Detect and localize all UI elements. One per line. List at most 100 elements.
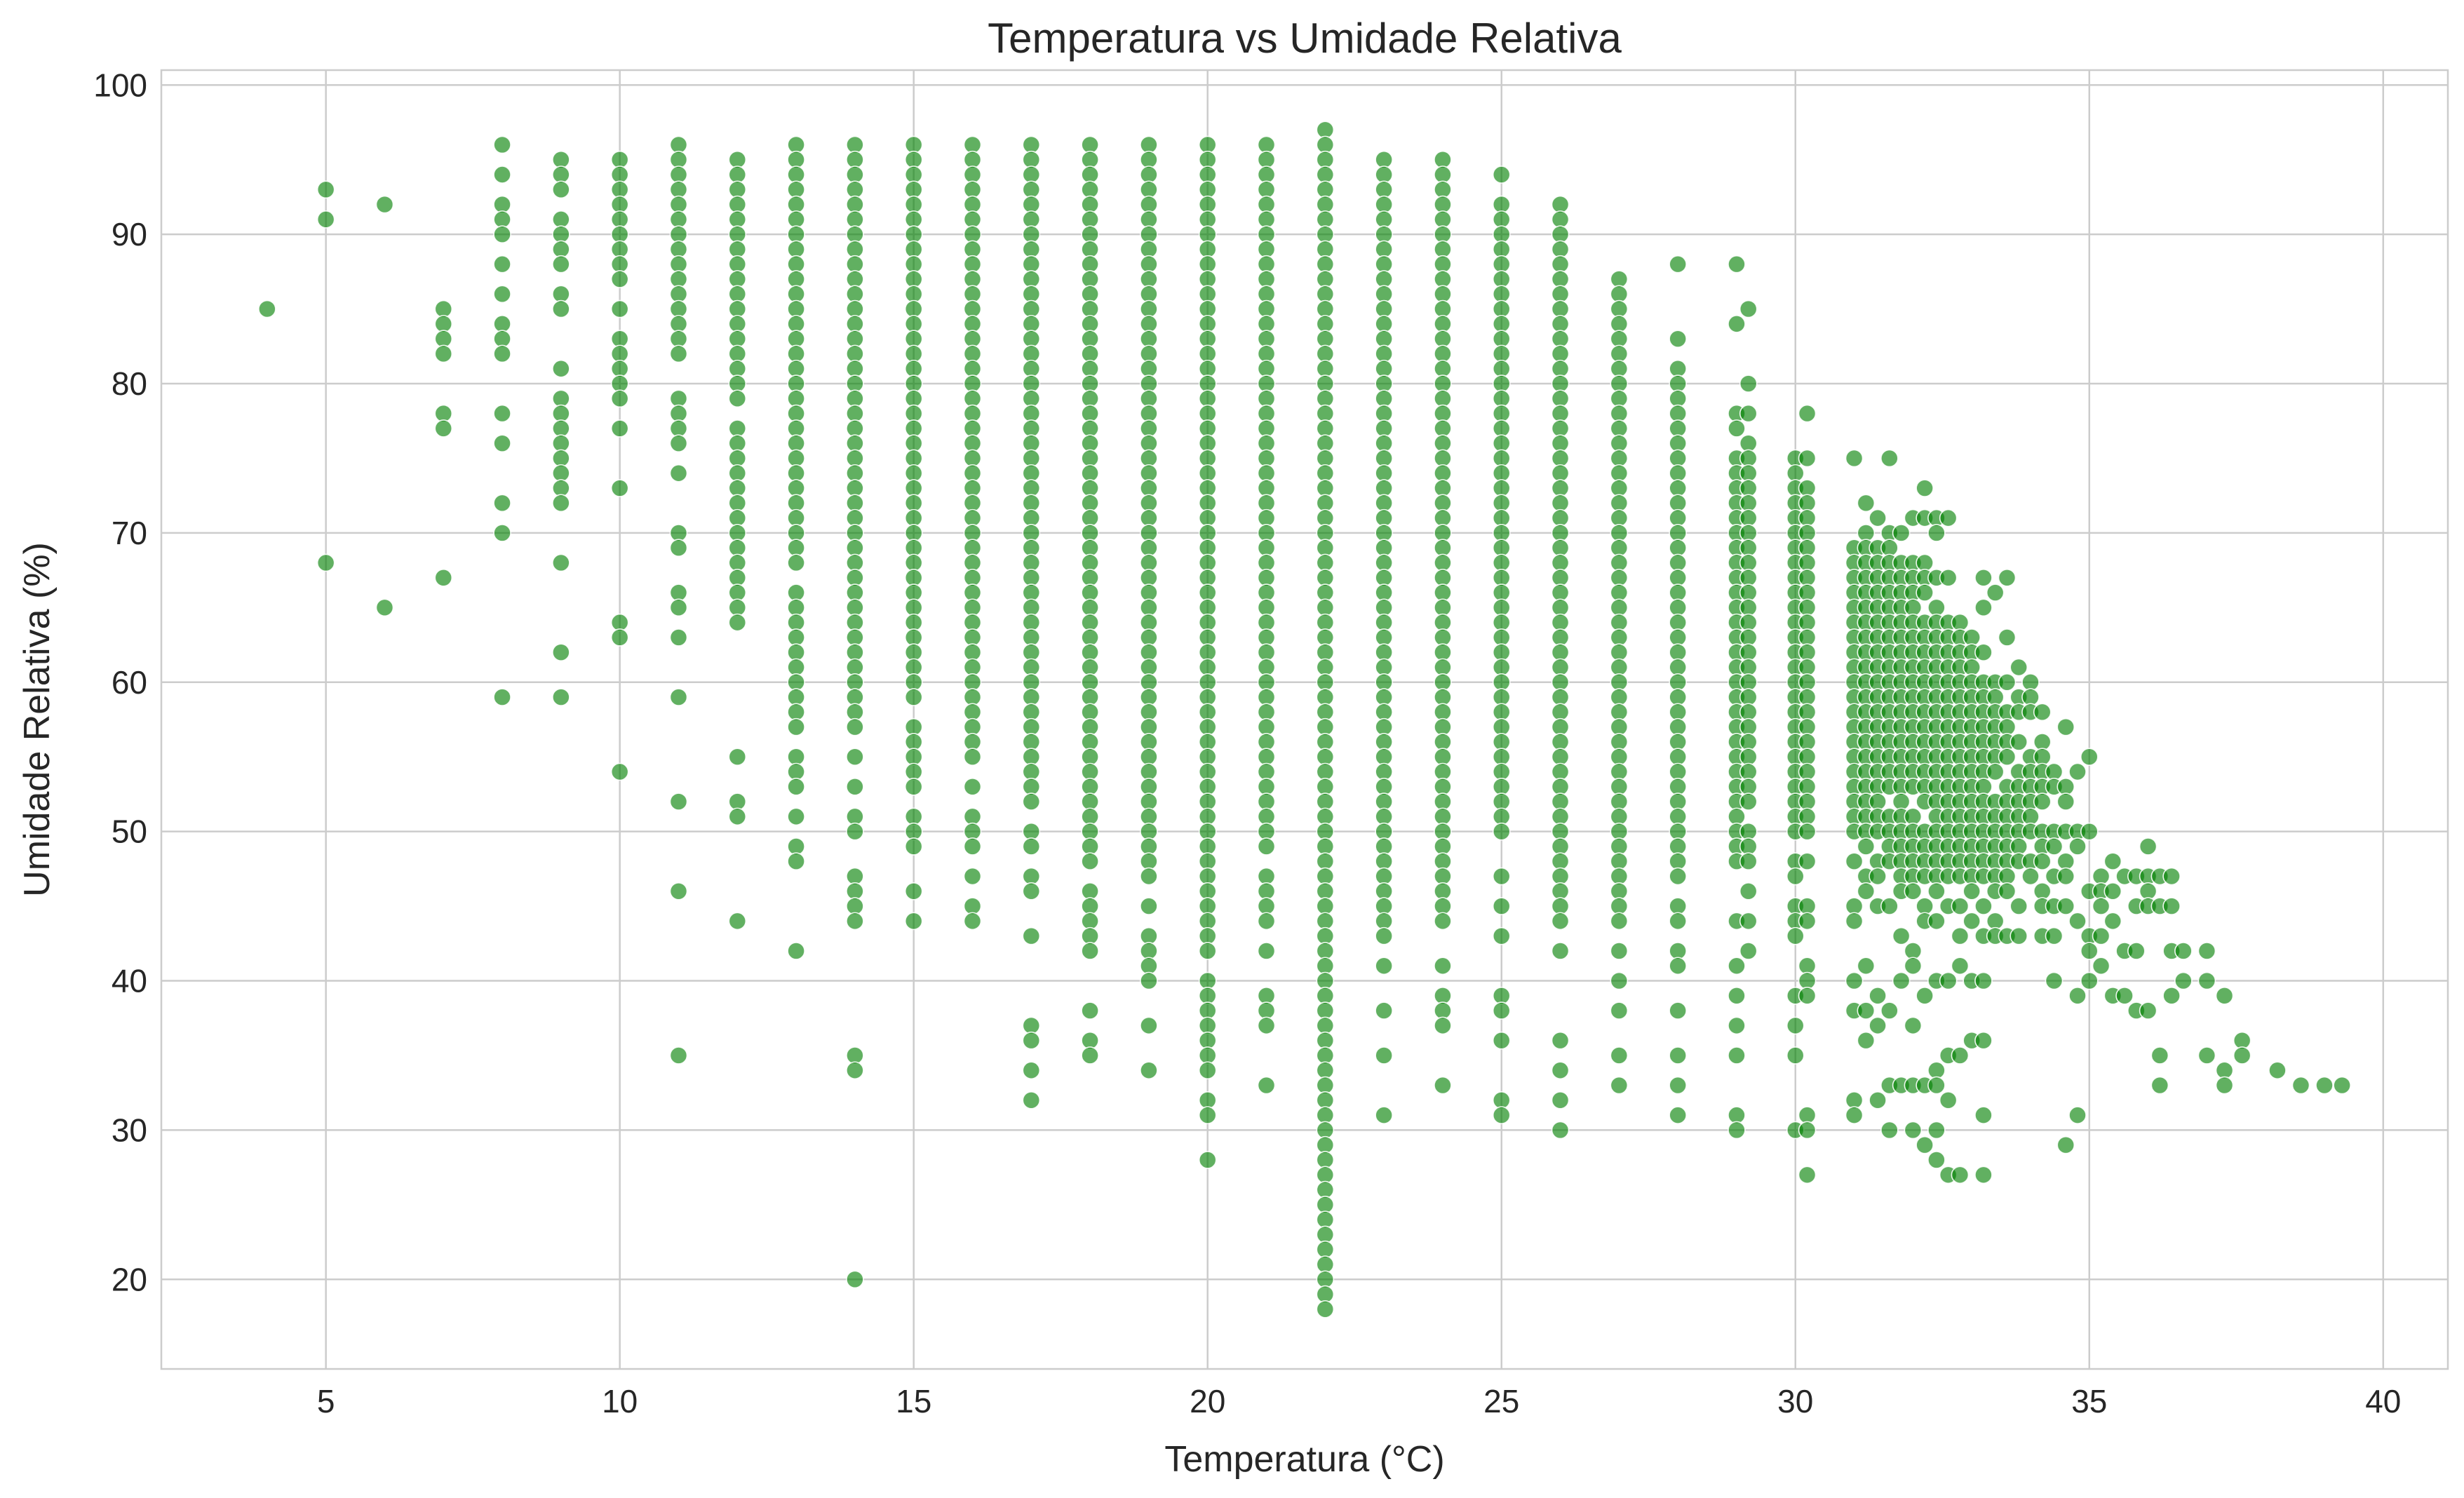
scatter-point	[904, 330, 923, 348]
scatter-point	[1939, 1091, 1958, 1109]
scatter-point	[1669, 524, 1687, 542]
scatter-point	[1140, 733, 1158, 751]
scatter-point	[1022, 315, 1041, 333]
scatter-point	[1434, 568, 1452, 587]
scatter-point	[1739, 553, 1758, 572]
scatter-point	[1669, 643, 1687, 662]
scatter-point	[1916, 479, 1934, 497]
scatter-point	[610, 344, 629, 363]
scatter-point	[1963, 658, 1981, 677]
scatter-point	[610, 240, 629, 259]
scatter-point	[1786, 464, 1805, 483]
scatter-point	[1798, 1166, 1817, 1185]
scatter-point	[1610, 479, 1629, 497]
scatter-point	[669, 225, 688, 243]
scatter-point	[1434, 419, 1452, 438]
scatter-point	[1551, 330, 1570, 348]
scatter-point	[1492, 344, 1511, 363]
scatter-point	[1257, 344, 1276, 363]
scatter-point	[1375, 643, 1393, 662]
scatter-point	[669, 150, 688, 169]
scatter-point	[1610, 822, 1629, 841]
scatter-point	[1869, 508, 1887, 527]
scatter-point	[1492, 479, 1511, 497]
scatter-point	[846, 822, 864, 841]
scatter-point	[2033, 882, 2052, 900]
scatter-point	[1316, 524, 1335, 542]
scatter-point	[1375, 703, 1393, 722]
scatter-point	[1375, 957, 1393, 976]
scatter-point	[1081, 613, 1099, 632]
scatter-point	[1316, 688, 1335, 706]
scatter-point	[1798, 733, 1817, 751]
scatter-point	[1316, 568, 1335, 587]
scatter-point	[846, 1270, 864, 1289]
scatter-point	[904, 419, 923, 438]
scatter-point	[963, 748, 982, 767]
scatter-point	[1375, 180, 1393, 199]
scatter-point	[2080, 942, 2099, 960]
scatter-point	[1492, 1001, 1511, 1020]
scatter-point	[1140, 807, 1158, 826]
scatter-point	[1610, 359, 1629, 378]
scatter-point	[1198, 539, 1217, 557]
scatter-point	[1140, 494, 1158, 513]
scatter-point	[610, 225, 629, 243]
scatter-point	[1140, 628, 1158, 647]
scatter-point	[1140, 792, 1158, 811]
scatter-point	[846, 748, 864, 767]
scatter-point	[1316, 837, 1335, 856]
scatter-point	[1551, 807, 1570, 826]
scatter-point	[728, 344, 747, 363]
scatter-point	[2174, 942, 2193, 960]
scatter-point	[1857, 1001, 1876, 1020]
scatter-point	[316, 210, 335, 229]
scatter-point	[1610, 434, 1629, 452]
scatter-point	[1669, 822, 1687, 841]
scatter-point	[1022, 658, 1041, 677]
scatter-point	[1492, 926, 1511, 945]
scatter-point	[1081, 285, 1099, 304]
scatter-point	[1551, 598, 1570, 617]
scatter-point	[2115, 987, 2134, 1005]
scatter-point	[1551, 658, 1570, 677]
scatter-point	[1492, 270, 1511, 288]
scatter-point	[787, 240, 805, 259]
scatter-point	[1198, 166, 1217, 184]
scatter-point	[1492, 613, 1511, 632]
scatter-point	[728, 613, 747, 632]
scatter-point	[904, 135, 923, 154]
scatter-point	[493, 255, 511, 274]
scatter-point	[1998, 717, 2017, 736]
scatter-point	[1610, 315, 1629, 333]
scatter-point	[787, 449, 805, 468]
scatter-point	[1198, 389, 1217, 408]
scatter-point	[1974, 777, 1993, 796]
scatter-point	[1916, 897, 1934, 915]
scatter-point	[1375, 315, 1393, 333]
scatter-point	[728, 792, 747, 811]
scatter-point	[1669, 792, 1687, 811]
scatter-point	[904, 777, 923, 796]
scatter-point	[1257, 539, 1276, 557]
scatter-point	[846, 613, 864, 632]
scatter-point	[904, 255, 923, 274]
scatter-point	[2139, 837, 2157, 856]
scatter-point	[963, 568, 982, 587]
scatter-point	[846, 539, 864, 557]
scatter-point	[1610, 419, 1629, 438]
x-tick-label: 10	[602, 1383, 638, 1419]
scatter-point	[1081, 912, 1099, 931]
scatter-point	[904, 568, 923, 587]
scatter-point	[1551, 762, 1570, 781]
scatter-point	[1257, 315, 1276, 333]
scatter-point	[1551, 255, 1570, 274]
scatter-point	[1140, 748, 1158, 767]
scatter-point	[552, 404, 570, 423]
scatter-point	[1739, 374, 1758, 393]
scatter-point	[846, 359, 864, 378]
scatter-point	[904, 270, 923, 288]
scatter-point	[1140, 822, 1158, 841]
scatter-point	[1728, 1121, 1746, 1140]
scatter-point	[1551, 195, 1570, 214]
